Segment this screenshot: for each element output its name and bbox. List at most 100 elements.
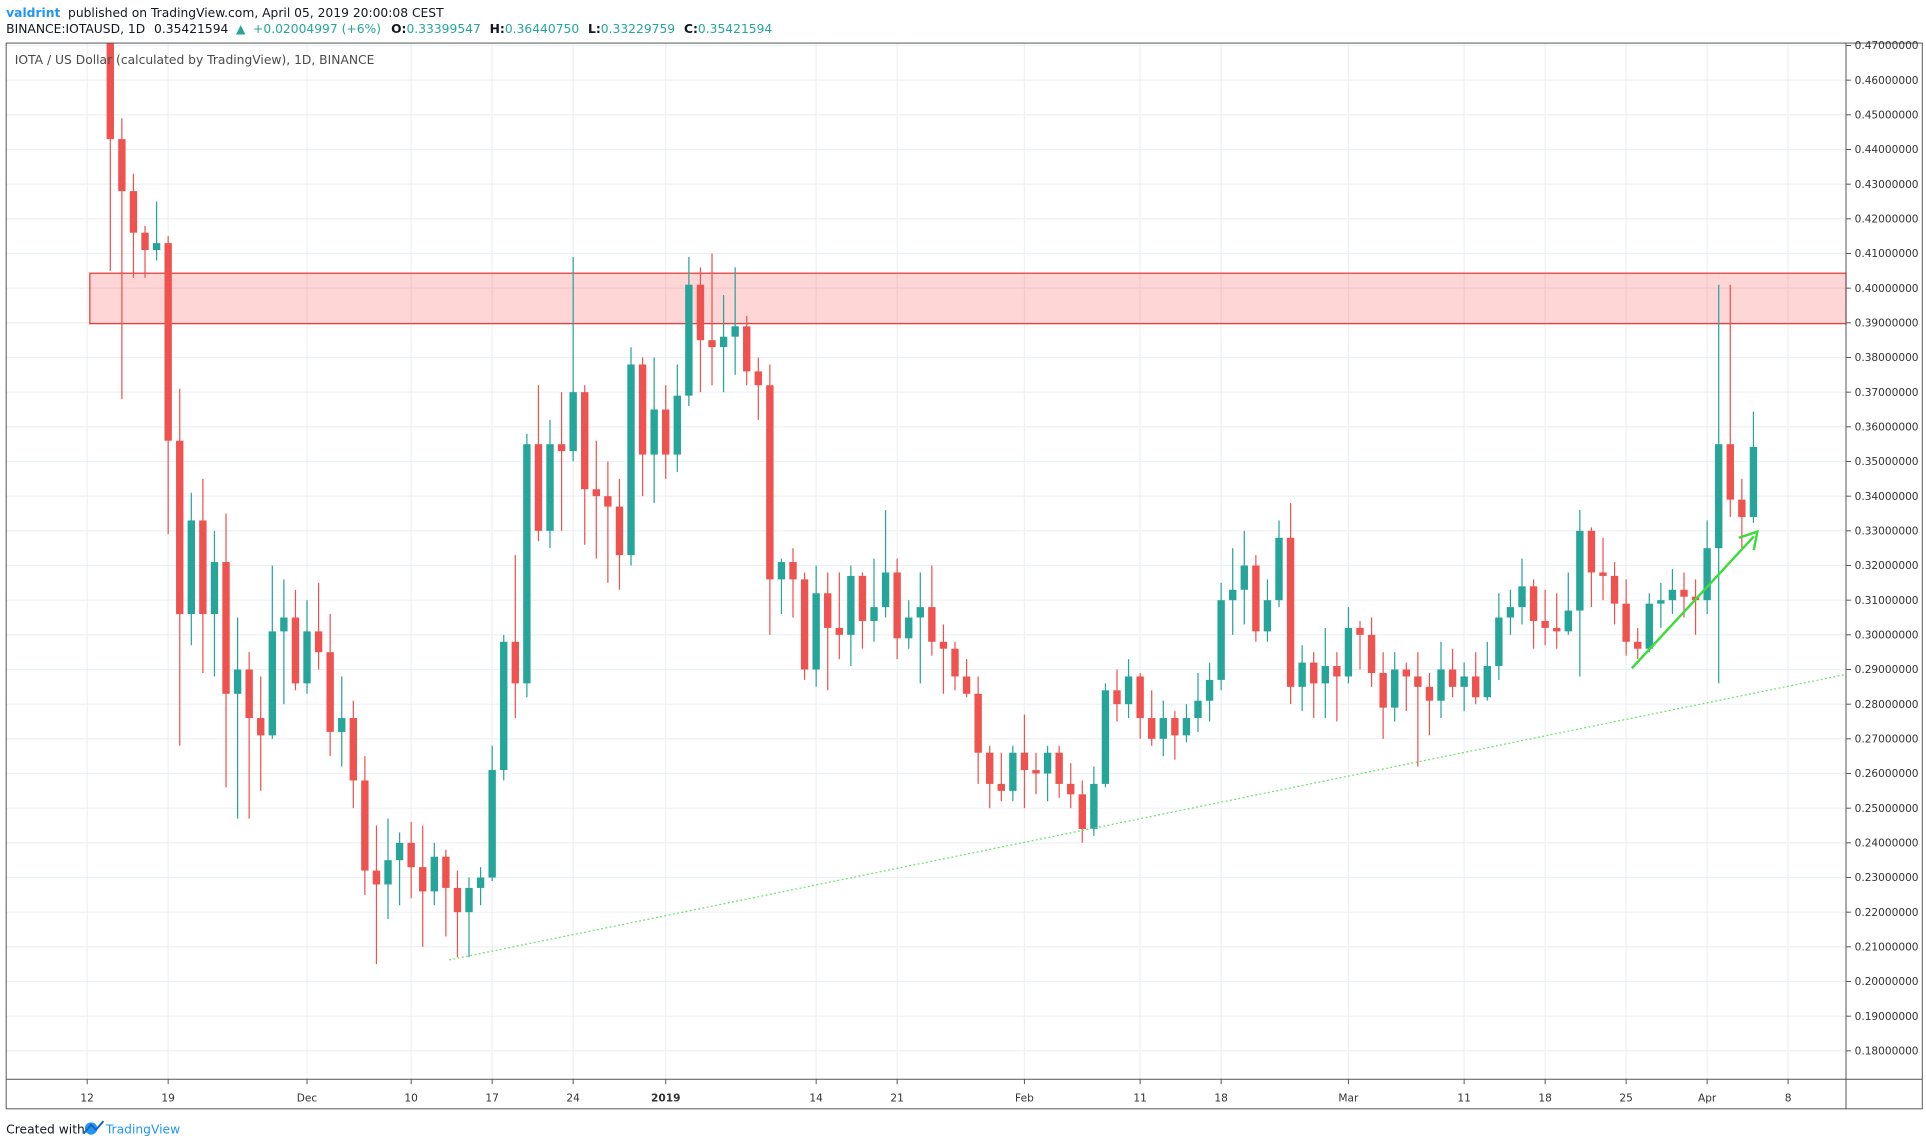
- candle-body: [1564, 610, 1572, 632]
- candle-body: [1148, 718, 1156, 739]
- arrow-shaft: [1630, 535, 1755, 670]
- y-tick-label: 0.47000000: [1855, 40, 1919, 52]
- candle-body: [1078, 794, 1086, 829]
- y-tick-label: 0.42000000: [1855, 214, 1919, 226]
- candle-body: [812, 593, 820, 670]
- candle-body: [662, 409, 670, 455]
- candle-body: [754, 371, 762, 386]
- candle-body: [465, 887, 473, 913]
- candle-body: [893, 572, 901, 639]
- candle-body: [557, 444, 566, 452]
- candle-body: [951, 648, 959, 677]
- candle-body: [1321, 666, 1329, 684]
- candle-body: [615, 506, 624, 556]
- candle-body: [268, 631, 276, 736]
- candle-body: [997, 783, 1005, 791]
- candle-body: [488, 770, 496, 878]
- candle-body: [986, 752, 994, 784]
- candle-body: [1645, 603, 1653, 649]
- chart-title: IOTA / US Dollar (calculated by TradingV…: [15, 53, 375, 67]
- y-tick-label: 0.46000000: [1855, 75, 1919, 87]
- candle-body: [581, 392, 589, 490]
- candle-body: [511, 641, 519, 684]
- y-tick-label: 0.39000000: [1855, 318, 1919, 330]
- x-tick-label: 19: [161, 1092, 174, 1104]
- candle-body: [1367, 634, 1376, 673]
- ohlc-label: L:: [588, 22, 601, 36]
- candle-body: [824, 593, 832, 628]
- candle-body: [1703, 548, 1711, 601]
- candle-body: [1448, 669, 1457, 687]
- x-tick-label: 18: [1538, 1092, 1551, 1104]
- y-tick-label: 0.45000000: [1855, 110, 1919, 122]
- grid: [6, 43, 1846, 1080]
- y-tick-label: 0.30000000: [1855, 630, 1919, 642]
- author[interactable]: valdrint: [6, 6, 60, 20]
- header-line: valdrint published on TradingView.com, A…: [6, 6, 444, 20]
- candle-body: [1205, 679, 1214, 701]
- candle-body: [118, 139, 126, 192]
- y-tick-label: 0.29000000: [1855, 664, 1919, 676]
- symbol-line: BINANCE:IOTAUSD, 1D 0.35421594 ▲ +0.0200…: [6, 22, 772, 36]
- x-tick-label: 17: [485, 1092, 498, 1104]
- candle-body: [905, 617, 913, 639]
- x-tick-label: 11: [1133, 1092, 1146, 1104]
- ohlc-label: H:: [490, 22, 505, 36]
- candle-body: [1252, 565, 1260, 632]
- candle-body: [523, 444, 531, 684]
- x-tick-label: Apr: [1698, 1092, 1717, 1104]
- candle-body: [1229, 589, 1237, 601]
- y-tick-label: 0.27000000: [1855, 734, 1919, 746]
- logo-dot: [84, 1122, 98, 1135]
- candle-body: [338, 718, 346, 732]
- ohlc-value: 0.33399547: [406, 22, 480, 36]
- candle-body: [1472, 676, 1480, 698]
- published: published on TradingView.com, April 05, …: [68, 6, 444, 20]
- candle-body: [245, 669, 253, 719]
- candle-body: [731, 326, 739, 337]
- candle-body: [1529, 586, 1538, 621]
- candle-body: [870, 607, 878, 621]
- x-tick-label: 25: [1619, 1092, 1632, 1104]
- x-tick-label: Dec: [297, 1092, 318, 1104]
- candle-body: [1738, 499, 1746, 517]
- candle-body: [1124, 676, 1133, 705]
- candle-body: [604, 496, 612, 507]
- candle-body: [500, 641, 508, 771]
- y-tick-label: 0.31000000: [1855, 595, 1919, 607]
- candle-body: [442, 856, 450, 888]
- footer-brand[interactable]: TradingView: [105, 1122, 180, 1136]
- candle-body: [326, 652, 334, 732]
- candle-body: [1668, 589, 1677, 601]
- y-tick-label: 0.38000000: [1855, 352, 1919, 364]
- candle-body: [1576, 530, 1584, 611]
- candle-body: [708, 340, 716, 348]
- candle-body: [164, 243, 172, 441]
- candle-body: [1391, 669, 1399, 708]
- candle-body: [1483, 666, 1491, 698]
- y-tick-label: 0.36000000: [1855, 422, 1919, 434]
- candle-body: [569, 392, 577, 452]
- candle-body: [1379, 672, 1387, 708]
- logo: [82, 1120, 105, 1135]
- candle-body: [1009, 752, 1017, 791]
- frame: [5, 42, 1923, 1110]
- candle-body: [673, 395, 681, 455]
- candle-body: [1344, 627, 1353, 677]
- candle-body: [476, 877, 485, 888]
- candle-body: [1263, 600, 1272, 632]
- candle-body: [1680, 589, 1688, 597]
- candle-body: [1414, 676, 1422, 687]
- x-tick-label: Feb: [1015, 1092, 1034, 1104]
- candle-body: [291, 617, 300, 684]
- candle-body: [372, 870, 381, 885]
- y-tick-label: 0.40000000: [1855, 283, 1919, 295]
- candle-body: [1217, 600, 1225, 680]
- candle-body: [1090, 783, 1098, 829]
- y-tick-label: 0.19000000: [1855, 1011, 1919, 1023]
- y-tick-label: 0.23000000: [1855, 872, 1919, 884]
- x-tick-label: 12: [80, 1092, 93, 1104]
- trend-line: [449, 673, 1847, 961]
- arrow: [1630, 529, 1760, 670]
